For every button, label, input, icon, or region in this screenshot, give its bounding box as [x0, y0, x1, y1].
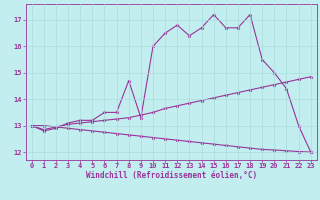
X-axis label: Windchill (Refroidissement éolien,°C): Windchill (Refroidissement éolien,°C) [86, 171, 257, 180]
